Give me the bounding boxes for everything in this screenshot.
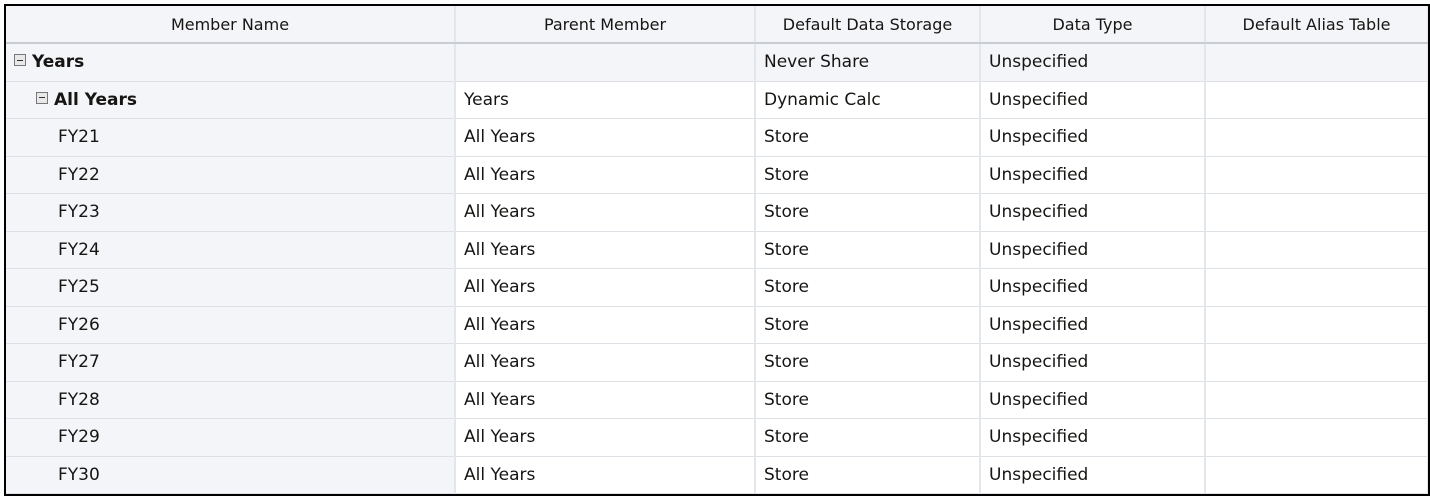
member-name-cell[interactable]: Years [6,43,456,82]
data-type-cell[interactable]: Unspecified [980,118,1206,157]
member-name: FY23 [58,202,100,223]
data-type-cell[interactable]: Unspecified [980,268,1206,307]
column-header-default-data-storage[interactable]: Default Data Storage [755,6,981,44]
alias-table-cell[interactable] [1205,381,1428,419]
table-row[interactable]: FY21 All Years Store Unspecified [6,118,1428,157]
data-storage-cell[interactable]: Store [755,306,981,344]
data-type-cell[interactable]: Unspecified [980,156,1206,194]
member-grid: Member Name Parent Member Default Data S… [4,4,1430,496]
data-type-cell[interactable]: Unspecified [980,418,1206,457]
table-row[interactable]: FY24 All Years Store Unspecified [6,231,1428,269]
member-name: FY28 [58,389,100,410]
member-name: FY30 [58,464,100,485]
data-storage-cell[interactable]: Store [755,268,981,307]
data-storage-cell[interactable]: Store [755,193,981,232]
member-name: FY29 [58,427,100,448]
member-name: All Years [54,89,137,110]
table-row[interactable]: FY27 All Years Store Unspecified [6,343,1428,382]
collapse-icon[interactable] [14,54,26,67]
parent-member-cell[interactable]: All Years [455,156,756,194]
table-row[interactable]: FY30 All Years Store Unspecified [6,456,1428,494]
member-name-cell[interactable]: FY29 [6,418,456,457]
member-name-cell[interactable]: FY25 [6,268,456,307]
header-row: Member Name Parent Member Default Data S… [6,6,1428,44]
data-type-cell[interactable]: Unspecified [980,231,1206,269]
member-name: FY26 [58,314,100,335]
member-name-cell[interactable]: FY24 [6,231,456,269]
data-storage-cell[interactable]: Store [755,456,981,494]
member-name-cell[interactable]: FY23 [6,193,456,232]
alias-table-cell[interactable] [1205,231,1428,269]
data-storage-cell[interactable]: Never Share [755,43,981,82]
parent-member-cell[interactable]: All Years [455,118,756,157]
data-storage-cell[interactable]: Store [755,156,981,194]
alias-table-cell[interactable] [1205,418,1428,457]
data-type-cell[interactable]: Unspecified [980,456,1206,494]
alias-table-cell[interactable] [1205,81,1428,119]
data-type-cell[interactable]: Unspecified [980,381,1206,419]
alias-table-cell[interactable] [1205,193,1428,232]
table-row[interactable]: FY28 All Years Store Unspecified [6,381,1428,419]
member-name: FY22 [58,164,100,185]
column-header-parent-member[interactable]: Parent Member [455,6,756,44]
alias-table-cell[interactable] [1205,43,1428,82]
alias-table-cell[interactable] [1205,268,1428,307]
alias-table-cell[interactable] [1205,456,1428,494]
table-row[interactable]: FY25 All Years Store Unspecified [6,268,1428,307]
data-storage-cell[interactable]: Dynamic Calc [755,81,981,119]
member-name-cell[interactable]: FY21 [6,118,456,157]
column-header-member-name[interactable]: Member Name [6,6,456,44]
table-row[interactable]: FY26 All Years Store Unspecified [6,306,1428,344]
data-storage-cell[interactable]: Store [755,418,981,457]
table-row[interactable]: All Years Years Dynamic Calc Unspecified [6,81,1428,119]
data-type-cell[interactable]: Unspecified [980,81,1206,119]
column-header-default-alias-table[interactable]: Default Alias Table [1205,6,1428,44]
member-name: FY27 [58,352,100,373]
parent-member-cell[interactable]: Years [455,81,756,119]
alias-table-cell[interactable] [1205,156,1428,194]
data-type-cell[interactable]: Unspecified [980,306,1206,344]
collapse-icon[interactable] [36,91,48,104]
table-row[interactable]: FY29 All Years Store Unspecified [6,418,1428,457]
member-name-cell[interactable]: FY30 [6,456,456,494]
parent-member-cell[interactable]: All Years [455,193,756,232]
data-storage-cell[interactable]: Store [755,231,981,269]
parent-member-cell[interactable]: All Years [455,343,756,382]
data-storage-cell[interactable]: Store [755,118,981,157]
alias-table-cell[interactable] [1205,306,1428,344]
member-name: FY21 [58,127,100,148]
parent-member-cell[interactable]: All Years [455,418,756,457]
data-storage-cell[interactable]: Store [755,381,981,419]
member-name-cell[interactable]: FY28 [6,381,456,419]
member-name: Years [32,52,85,73]
alias-table-cell[interactable] [1205,118,1428,157]
parent-member-cell[interactable] [455,43,756,82]
parent-member-cell[interactable]: All Years [455,306,756,344]
member-name: FY25 [58,277,100,298]
member-name-cell[interactable]: All Years [6,81,456,119]
parent-member-cell[interactable]: All Years [455,381,756,419]
data-type-cell[interactable]: Unspecified [980,43,1206,82]
parent-member-cell[interactable]: All Years [455,231,756,269]
table-row[interactable]: FY22 All Years Store Unspecified [6,156,1428,194]
parent-member-cell[interactable]: All Years [455,456,756,494]
data-type-cell[interactable]: Unspecified [980,343,1206,382]
member-name-cell[interactable]: FY22 [6,156,456,194]
column-header-data-type[interactable]: Data Type [980,6,1206,44]
data-type-cell[interactable]: Unspecified [980,193,1206,232]
table-row[interactable]: FY23 All Years Store Unspecified [6,193,1428,232]
member-name-cell[interactable]: FY26 [6,306,456,344]
alias-table-cell[interactable] [1205,343,1428,382]
parent-member-cell[interactable]: All Years [455,268,756,307]
member-name-cell[interactable]: FY27 [6,343,456,382]
member-table: Member Name Parent Member Default Data S… [6,6,1428,494]
table-row[interactable]: Years Never Share Unspecified [6,43,1428,82]
member-name: FY24 [58,239,100,260]
data-storage-cell[interactable]: Store [755,343,981,382]
